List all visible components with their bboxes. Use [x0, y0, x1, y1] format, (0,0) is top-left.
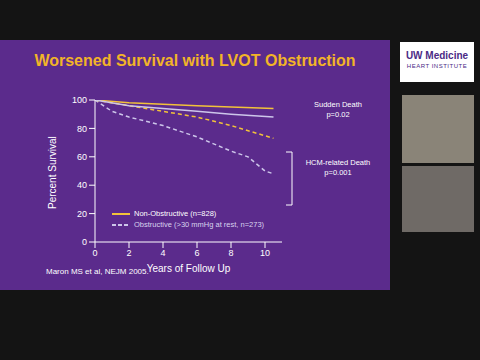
svg-text:Years of Follow Up: Years of Follow Up [147, 263, 231, 274]
html-text:Non-Obstructive (n=828): Non-Obstructive (n=828) [134, 209, 217, 218]
svg-text:8: 8 [228, 248, 233, 258]
html-text:Sudden Death: Sudden Death [314, 100, 362, 109]
html-text:HCM-related Death: HCM-related Death [305, 158, 371, 167]
svg-text:100: 100 [72, 95, 87, 105]
html-text:HEART INSTITUTE: HEART INSTITUTE [406, 63, 468, 69]
svg-text:10: 10 [260, 248, 270, 258]
html-text:Obstructive (>30 mmHg at rest,: Obstructive (>30 mmHg at rest, n=273) [134, 220, 265, 229]
svg-text:40: 40 [77, 180, 87, 190]
svg-text:60: 60 [77, 152, 87, 162]
html-text:Worsened Survival with LVOT Ob: Worsened Survival with LVOT Obstruction [34, 52, 356, 69]
svg-text:20: 20 [77, 209, 87, 219]
html-text:Maron MS et al, NEJM 2005.: Maron MS et al, NEJM 2005. [46, 267, 149, 276]
svg-text:2: 2 [126, 248, 131, 258]
html-text:UW Medicine: UW Medicine [405, 50, 469, 61]
svg-text:0: 0 [82, 237, 87, 247]
svg-text:80: 80 [77, 124, 87, 134]
svg-text:6: 6 [194, 248, 199, 258]
html-text:p=0.02: p=0.02 [326, 110, 350, 119]
html-text:p=0.001: p=0.001 [324, 168, 352, 177]
svg-text:0: 0 [92, 248, 97, 258]
svg-text:Percent Survival: Percent Survival [47, 136, 58, 209]
svg-text:4: 4 [160, 248, 165, 258]
